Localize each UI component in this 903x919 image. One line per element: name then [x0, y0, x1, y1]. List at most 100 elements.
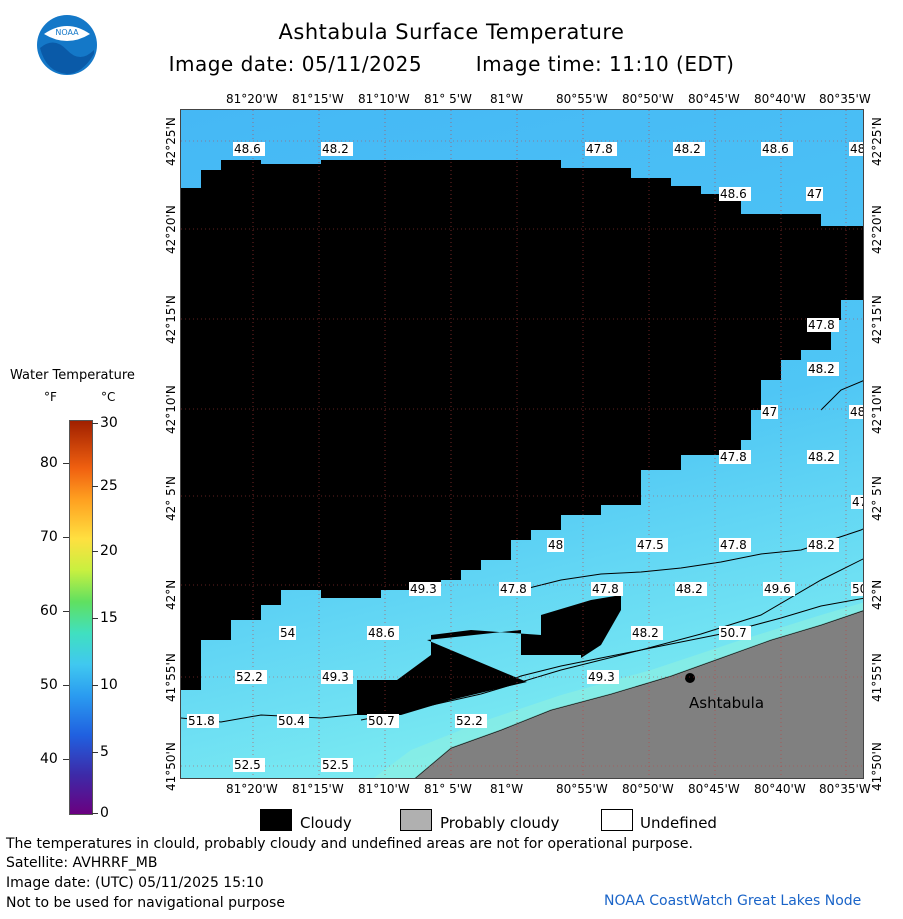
- svg-text:47.5: 47.5: [637, 538, 664, 552]
- temperature-label: 50.7: [367, 714, 399, 728]
- legend-tick-mark: [92, 486, 98, 487]
- svg-text:47.8: 47.8: [592, 582, 619, 596]
- lat-label: 42°10'N: [870, 385, 884, 434]
- contour-line: [360, 558, 863, 721]
- satellite-note: Satellite: AVHRRF_MB: [6, 855, 158, 871]
- undefined-swatch: [601, 809, 633, 831]
- probably-cloudy-label: Probably cloudy: [440, 814, 560, 832]
- svg-text:48.2: 48.2: [632, 626, 659, 640]
- svg-text:48.6: 48.6: [762, 142, 789, 156]
- legend-tick-mark: [63, 685, 69, 686]
- svg-text:47: 47: [807, 187, 822, 201]
- svg-text:NOAA: NOAA: [55, 28, 79, 37]
- lon-label: 80°40'W: [754, 92, 806, 106]
- svg-text:48: 48: [548, 538, 563, 552]
- temperature-label: 52.2: [455, 714, 487, 728]
- utc-date-note: Image date: (UTC) 05/11/2025 15:10: [6, 875, 264, 891]
- lat-label: 42°20'N: [870, 205, 884, 254]
- temperature-label: 48.2: [807, 450, 839, 464]
- temperature-label: 48.2: [807, 362, 839, 376]
- lon-label: 80°40'W: [754, 782, 806, 796]
- temperature-label: 47.8: [807, 318, 839, 332]
- svg-text:47: 47: [762, 405, 777, 419]
- cloud-area-south: [357, 595, 621, 715]
- lon-label: 80°45'W: [688, 782, 740, 796]
- temperature-label: 51.8: [187, 714, 219, 728]
- temperature-label: 48.2: [807, 538, 839, 552]
- legend-tick-mark: [92, 551, 98, 552]
- legend-tick-f: 40: [40, 751, 58, 767]
- map-svg: 48.6 48.2 47.8 48.2 48.6 48.2 48.6 47 47.8 48.2 47…: [181, 110, 864, 778]
- lat-label: 42°N: [870, 579, 884, 610]
- svg-text:48.2: 48.2: [850, 142, 864, 156]
- legend-tick-f: 80: [40, 455, 58, 471]
- temperature-label: 49.3: [587, 670, 619, 684]
- legend-tick-mark: [63, 611, 69, 612]
- lat-label: 42° 5'N: [870, 476, 884, 521]
- svg-text:47.8: 47.8: [720, 538, 747, 552]
- lon-label: 81°20'W: [226, 92, 278, 106]
- lon-label: 81°W: [490, 782, 524, 796]
- temperature-label: 54: [279, 626, 296, 640]
- svg-text:48.2: 48.2: [808, 538, 835, 552]
- legend-tick-c: 30: [100, 415, 118, 431]
- lat-label: 42° 5'N: [164, 476, 178, 521]
- svg-text:50.4: 50.4: [852, 582, 864, 596]
- svg-text:51.8: 51.8: [188, 714, 215, 728]
- temperature-label: 50.7: [719, 626, 751, 640]
- legend-tick-mark: [63, 537, 69, 538]
- legend-tick-c: 10: [100, 677, 118, 693]
- lat-label: 42°15'N: [164, 295, 178, 344]
- legend-tick-mark: [92, 813, 98, 814]
- svg-text:48.6: 48.6: [234, 142, 261, 156]
- temperature-label: 47.8: [585, 142, 617, 156]
- noaa-logo: NOAA: [37, 15, 97, 75]
- svg-text:52.5: 52.5: [234, 758, 261, 772]
- svg-text:50.7: 50.7: [368, 714, 395, 728]
- temperature-label: 48.6: [761, 142, 793, 156]
- cloudy-swatch: [260, 809, 292, 831]
- svg-text:50.4: 50.4: [278, 714, 305, 728]
- lat-label: 42°10'N: [164, 385, 178, 434]
- legend-tick-mark: [63, 463, 69, 464]
- temperature-label: 48.6: [719, 187, 751, 201]
- legend-title: Water Temperature: [10, 368, 135, 383]
- legend-tick-mark: [63, 759, 69, 760]
- temperature-labels: 48.6 48.2 47.8 48.2 48.6 48.2 48.6 47 47.8 48.2 47…: [187, 142, 864, 772]
- svg-text:48.2: 48.2: [674, 142, 701, 156]
- legend-tick-c: 15: [100, 610, 118, 626]
- temperature-label: 48.2: [675, 582, 707, 596]
- temperature-label: 49.6: [763, 582, 795, 596]
- legend-tick-f: 50: [40, 677, 58, 693]
- legend-tick-c: 5: [100, 744, 109, 760]
- lon-label: 81°10'W: [358, 782, 410, 796]
- lon-label: 81°15'W: [292, 92, 344, 106]
- svg-text:52.5: 52.5: [322, 758, 349, 772]
- lon-label: 80°50'W: [622, 782, 674, 796]
- svg-text:49.6: 49.6: [764, 582, 791, 596]
- svg-text:48.2: 48.2: [808, 450, 835, 464]
- temperature-label: 52.5: [233, 758, 265, 772]
- temperature-label: 47.8: [499, 582, 531, 596]
- image-date-label: Image date: 05/11/2025: [168, 52, 423, 76]
- disclaimer-note: The temperatures in clould, probably clo…: [6, 836, 693, 852]
- undefined-label: Undefined: [640, 814, 717, 832]
- lon-label: 80°50'W: [622, 92, 674, 106]
- legend-tick-f: 60: [40, 603, 58, 619]
- temperature-label: 48.2: [673, 142, 705, 156]
- temperature-label: 49.3: [409, 582, 441, 596]
- cloudy-label: Cloudy: [300, 814, 352, 832]
- node-credit: NOAA CoastWatch Great Lakes Node: [604, 893, 862, 909]
- lon-label: 81°20'W: [226, 782, 278, 796]
- legend-color-bar: [69, 420, 93, 815]
- temperature-label: 47.5: [636, 538, 668, 552]
- legend-tick-c: 25: [100, 478, 118, 494]
- legend-unit-f: °F: [44, 390, 57, 404]
- lat-label: 42°20'N: [164, 205, 178, 254]
- cloud-speck: [201, 174, 221, 214]
- temperature-label: 47.8: [591, 582, 623, 596]
- lon-label: 80°55'W: [556, 92, 608, 106]
- svg-text:52.2: 52.2: [456, 714, 483, 728]
- city-label: Ashtabula: [689, 694, 764, 712]
- legend-unit-c: °C: [101, 390, 116, 404]
